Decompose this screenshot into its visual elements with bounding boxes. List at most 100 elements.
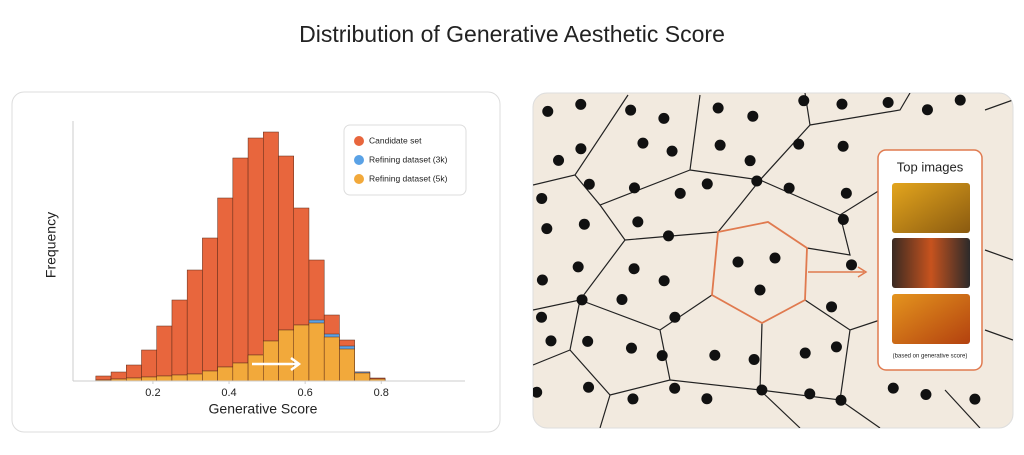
bar (186, 269, 203, 382)
point (536, 311, 548, 323)
point (536, 192, 548, 204)
point (533, 386, 543, 398)
bar (232, 362, 249, 382)
bar (202, 237, 218, 382)
point (542, 105, 554, 117)
point (882, 96, 894, 108)
arrow-head (857, 266, 868, 278)
point (793, 138, 805, 150)
point (756, 384, 768, 396)
card-caption: (based on generative score) (893, 354, 968, 360)
point (701, 178, 713, 190)
point (575, 143, 587, 155)
point (637, 137, 649, 149)
legend-items: Candidate set Refining dataset (3k) Refini… (354, 135, 448, 184)
point (553, 154, 565, 166)
point (709, 349, 721, 361)
point (616, 293, 628, 305)
point (754, 284, 766, 296)
point (840, 187, 852, 199)
points (533, 94, 981, 406)
bar (171, 374, 188, 382)
point (627, 393, 639, 405)
legend (343, 124, 467, 196)
point (576, 294, 588, 306)
point (658, 112, 670, 124)
legend-swatch (354, 174, 364, 184)
point (575, 98, 587, 110)
point (628, 182, 640, 194)
bar (141, 349, 157, 382)
point (826, 301, 838, 313)
point (799, 347, 811, 359)
bar (217, 197, 234, 382)
bar (308, 322, 325, 382)
bar (247, 137, 264, 382)
point (625, 342, 637, 354)
bar (217, 366, 234, 382)
point (625, 104, 637, 116)
bar (171, 299, 188, 382)
point (658, 275, 670, 287)
point (969, 393, 981, 405)
figure-title: Distribution of Generative Aesthetic Sco… (299, 21, 725, 47)
point (747, 110, 759, 122)
legend-label: Candidate set (369, 135, 422, 145)
x-tick-label: 0.4 (221, 387, 236, 399)
point (714, 139, 726, 151)
bar (156, 325, 173, 382)
legend-label: Refining dataset (3k) (369, 154, 448, 164)
highlight-cell (711, 221, 808, 325)
point (536, 274, 548, 286)
bar (186, 373, 203, 382)
point (666, 145, 678, 157)
image (892, 294, 970, 344)
y-axis-label: Frequency (43, 212, 59, 278)
bar (278, 329, 294, 382)
point (744, 155, 756, 167)
point (954, 94, 966, 106)
point (578, 218, 590, 230)
point (712, 102, 724, 114)
point (748, 353, 760, 365)
point (769, 252, 781, 264)
point (846, 259, 858, 271)
bar (232, 157, 249, 382)
x-axis-label: Generative Score (209, 401, 318, 417)
point (804, 388, 816, 400)
point (701, 393, 713, 405)
bar (354, 372, 371, 382)
point (583, 178, 595, 190)
point (674, 187, 686, 199)
point (669, 382, 681, 394)
arrow-head (290, 357, 302, 371)
point (632, 216, 644, 228)
point (656, 350, 668, 362)
bars (95, 131, 386, 382)
point (830, 341, 842, 353)
point (836, 98, 848, 110)
point (545, 335, 557, 347)
point (921, 104, 933, 116)
bar (293, 324, 310, 382)
point (662, 230, 674, 242)
point (835, 394, 847, 406)
bar (339, 348, 355, 382)
point (751, 175, 763, 187)
bar (247, 354, 264, 382)
point (798, 95, 810, 107)
point (920, 388, 932, 400)
point (628, 263, 640, 275)
point (582, 335, 594, 347)
point (837, 140, 849, 152)
point (837, 214, 849, 226)
x-tick-label: 0.8 (374, 387, 389, 399)
bar (156, 375, 173, 382)
image (892, 238, 970, 288)
legend-label: Refining dataset (5k) (369, 173, 448, 183)
card-title: Top images (897, 159, 964, 174)
legend-swatch (354, 155, 364, 165)
bar (323, 336, 340, 382)
point (541, 223, 553, 235)
point (887, 382, 899, 394)
